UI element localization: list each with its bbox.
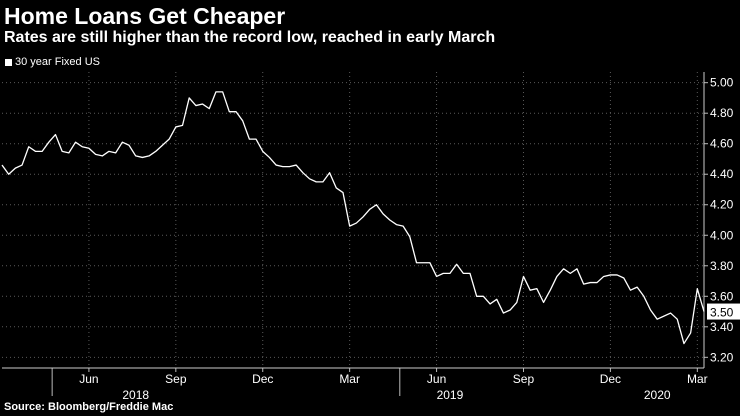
y-tick-label: 4.20 bbox=[710, 198, 734, 212]
y-tick-label: 4.80 bbox=[710, 106, 734, 120]
legend-swatch bbox=[5, 58, 12, 66]
legend: 30 year Fixed US bbox=[5, 56, 100, 68]
y-tick-label: 3.40 bbox=[710, 320, 734, 334]
chart-subtitle: Rates are still higher than the record l… bbox=[4, 29, 496, 46]
last-value-box bbox=[707, 303, 740, 320]
x-tick-label: Jun bbox=[79, 372, 98, 386]
series-layer bbox=[1, 91, 705, 345]
last-value-label: 3.50 bbox=[710, 306, 734, 320]
x-tick-label: Mar bbox=[687, 372, 708, 386]
x-tick-label: Mar bbox=[339, 372, 360, 386]
y-tick-label: 5.00 bbox=[710, 76, 734, 90]
gridlines bbox=[2, 72, 704, 368]
series-line-30yr-fixed bbox=[1, 91, 705, 345]
x-tick-label: Sep bbox=[165, 372, 187, 386]
chart-title: Home Loans Get Cheaper bbox=[4, 3, 286, 29]
x-tick-label: Jun bbox=[427, 372, 446, 386]
year-label: 2018 bbox=[122, 388, 149, 402]
axes bbox=[2, 72, 708, 396]
source-note: Source: Bloomberg/Freddie Mac bbox=[4, 401, 174, 413]
legend-label: 30 year Fixed US bbox=[15, 56, 100, 68]
y-tick-label: 4.00 bbox=[710, 228, 734, 242]
y-tick-label: 4.40 bbox=[710, 167, 734, 181]
year-label: 2019 bbox=[437, 388, 464, 402]
y-tick-label: 4.60 bbox=[710, 137, 734, 151]
y-tick-label: 3.80 bbox=[710, 259, 734, 273]
labels: 3.20 3.40 3.60 3.80 4.00 4.20 4.40 4.60 4.80 5.00… bbox=[79, 76, 740, 402]
x-tick-label: Dec bbox=[600, 372, 621, 386]
y-tick-label: 3.20 bbox=[710, 350, 734, 364]
y-tick-label: 3.60 bbox=[710, 289, 734, 303]
x-tick-label: Dec bbox=[252, 372, 273, 386]
year-label: 2020 bbox=[644, 388, 671, 402]
x-tick-label: Sep bbox=[513, 372, 535, 386]
